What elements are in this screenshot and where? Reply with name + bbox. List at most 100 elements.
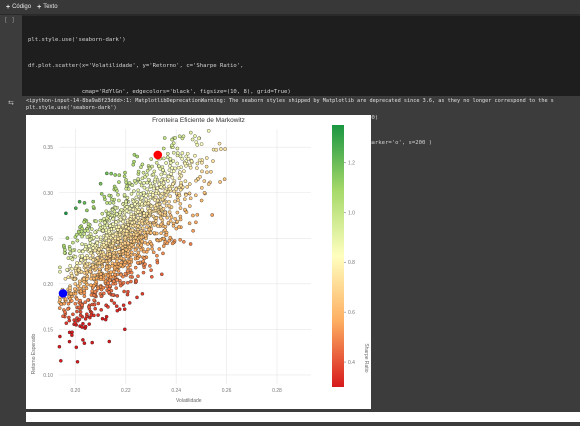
portfolio-point — [109, 298, 114, 303]
portfolio-point — [75, 261, 79, 265]
portfolio-point — [127, 181, 132, 185]
code-cell[interactable]: plt.style.use('seaborn-dark') df.plot.sc… — [22, 15, 580, 249]
portfolio-point — [158, 211, 163, 216]
portfolio-point — [77, 317, 82, 322]
portfolio-point — [96, 286, 100, 291]
portfolio-point — [126, 241, 130, 245]
portfolio-point — [171, 159, 176, 163]
portfolio-point — [75, 360, 80, 364]
portfolio-point — [108, 275, 113, 280]
portfolio-point — [109, 197, 114, 202]
portfolio-point — [113, 173, 117, 177]
portfolio-point — [112, 301, 117, 305]
portfolio-point — [178, 206, 183, 210]
portfolio-point — [163, 224, 168, 229]
plot-output: 0.20 0.22 0.24 0.26 0.28 0.10 0.15 0.20 0.25 0.30… — [26, 115, 371, 409]
portfolio-point — [82, 341, 87, 345]
portfolio-point — [135, 154, 139, 159]
portfolio-point — [83, 247, 87, 252]
portfolio-point — [200, 186, 204, 190]
portfolio-point — [92, 302, 97, 307]
portfolio-point — [144, 194, 148, 198]
portfolio-point — [115, 294, 120, 298]
portfolio-point — [155, 253, 159, 258]
portfolio-point — [118, 263, 123, 267]
portfolio-point — [109, 171, 113, 176]
portfolio-point — [95, 235, 99, 239]
portfolio-point — [79, 270, 84, 274]
portfolio-point — [159, 222, 163, 227]
portfolio-point — [122, 215, 127, 220]
portfolio-point — [98, 272, 103, 276]
portfolio-point — [138, 213, 142, 217]
y-tick-label: 0.15 — [43, 327, 53, 333]
portfolio-point — [178, 154, 183, 159]
portfolio-point — [134, 279, 139, 284]
portfolio-point — [153, 177, 158, 182]
portfolio-point — [153, 198, 157, 202]
portfolio-point — [155, 231, 159, 236]
portfolio-point — [66, 275, 71, 279]
portfolio-point — [174, 226, 179, 231]
portfolio-point — [131, 214, 136, 219]
portfolio-point — [176, 166, 181, 170]
portfolio-point — [104, 216, 109, 221]
colorbar-label: Sharpe Ratio — [363, 343, 369, 373]
portfolio-point — [121, 249, 125, 253]
portfolio-point — [94, 279, 99, 284]
portfolio-point — [178, 217, 183, 222]
portfolio-point — [175, 146, 180, 151]
x-axis-label: Volatilidade — [176, 398, 202, 404]
portfolio-point — [113, 281, 118, 286]
portfolio-point — [136, 210, 140, 214]
warning-line: <ipython-input-14-8ba9a8f23ddd>:1: Matpl… — [26, 98, 554, 104]
cell-run-button[interactable]: [ ] — [4, 17, 15, 24]
portfolio-point — [204, 164, 209, 169]
add-text-button[interactable]: + Texto — [37, 4, 57, 11]
portfolio-point — [194, 193, 198, 198]
portfolio-point — [121, 303, 126, 307]
portfolio-point — [74, 271, 79, 276]
portfolio-point — [175, 161, 179, 166]
portfolio-point — [114, 186, 118, 191]
portfolio-point — [58, 334, 62, 339]
portfolio-point — [132, 252, 137, 257]
portfolio-point — [58, 269, 62, 274]
portfolio-point — [142, 230, 147, 235]
portfolio-point — [177, 225, 181, 229]
portfolio-point — [65, 236, 70, 240]
output-icon[interactable]: ⇆ — [8, 100, 14, 107]
add-code-button[interactable]: + Código — [6, 4, 31, 11]
portfolio-point — [106, 305, 110, 309]
portfolio-point — [154, 161, 159, 165]
portfolio-point — [123, 235, 128, 240]
x-tick-label: 0.20 — [71, 388, 81, 394]
code-line: df.plot.scatter(x='Volatilidade', y='Ret… — [28, 62, 244, 69]
portfolio-point — [140, 292, 145, 296]
portfolio-point — [87, 244, 91, 248]
portfolio-point — [87, 322, 91, 326]
portfolio-point — [152, 169, 157, 174]
portfolio-point — [106, 273, 110, 278]
portfolio-point — [123, 327, 127, 332]
portfolio-point — [173, 136, 177, 140]
portfolio-point — [80, 303, 84, 307]
portfolio-point — [58, 298, 62, 302]
portfolio-point — [145, 187, 149, 192]
portfolio-point — [94, 219, 98, 224]
portfolio-point — [183, 179, 188, 183]
portfolio-point — [113, 206, 118, 210]
portfolio-point — [202, 191, 207, 195]
portfolio-point — [98, 235, 103, 240]
portfolio-point — [129, 279, 133, 284]
portfolio-point — [76, 284, 80, 289]
portfolio-point — [145, 242, 150, 246]
plus-icon: + — [37, 3, 42, 11]
portfolio-point — [111, 250, 116, 255]
portfolio-point — [191, 229, 195, 233]
next-cell-placeholder[interactable] — [26, 412, 580, 422]
portfolio-point — [136, 188, 140, 193]
portfolio-point — [128, 236, 133, 241]
y-tick-label: 0.10 — [43, 373, 53, 379]
portfolio-point — [142, 185, 147, 190]
